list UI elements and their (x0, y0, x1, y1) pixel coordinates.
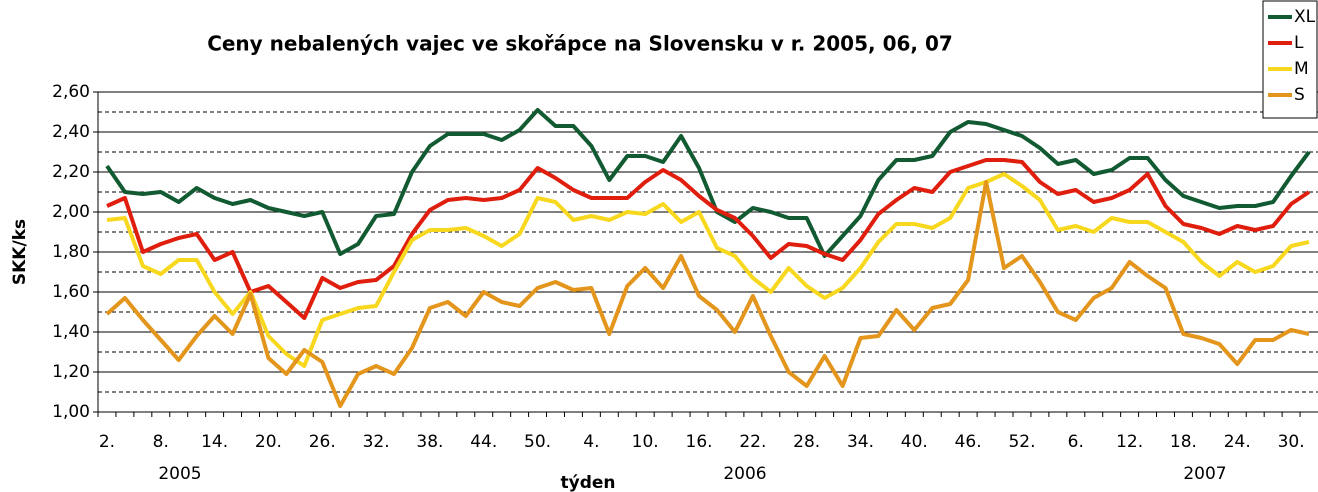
legend-label: XL (1294, 7, 1316, 27)
series-line (106, 172, 1310, 368)
x-tick-label: 28. (793, 432, 820, 452)
x-tick-label: 4. (583, 432, 599, 452)
year-label: 2005 (158, 464, 201, 484)
x-tick-label: 2. (99, 432, 115, 452)
legend-label: S (1294, 85, 1305, 105)
y-tick-label: 1,40 (52, 322, 90, 342)
x-tick-label: 10. (632, 432, 659, 452)
chart-title: Ceny nebalených vajec ve skořápce na Slo… (207, 32, 953, 56)
y-tick-label: 2,40 (52, 122, 90, 142)
x-tick-label: 12. (1116, 432, 1143, 452)
legend-label: M (1294, 59, 1309, 79)
y-tick-label: 1,20 (52, 362, 90, 382)
y-tick-label: 1,60 (52, 282, 90, 302)
y-tick-label: 1,00 (52, 402, 90, 422)
x-tick-label: 44. (470, 432, 497, 452)
x-tick-label: 30. (1278, 432, 1305, 452)
year-label: 2007 (1183, 464, 1226, 484)
x-tick-label: 6. (1068, 432, 1084, 452)
x-tick-label: 32. (363, 432, 390, 452)
y-tick-label: 2,60 (52, 82, 90, 102)
series-line (106, 158, 1311, 320)
x-tick-label: 18. (1170, 432, 1197, 452)
legend-label: L (1294, 33, 1304, 53)
x-tick-label: 16. (686, 432, 713, 452)
y-tick-label: 2,20 (52, 162, 90, 182)
x-tick-label: 20. (255, 432, 282, 452)
x-tick-label: 22. (739, 432, 766, 452)
x-tick-label: 50. (524, 432, 551, 452)
legend-box (1262, 0, 1318, 119)
x-tick-label: 26. (309, 432, 336, 452)
x-axis-label: týden (560, 473, 615, 492)
series-line (105, 180, 1310, 408)
year-label: 2006 (723, 464, 766, 484)
x-tick-label: 8. (153, 432, 169, 452)
x-tick-label: 34. (847, 432, 874, 452)
series-line (105, 108, 1311, 258)
y-tick-label: 2,00 (52, 202, 90, 222)
legend: XL LMS (1262, 0, 1318, 119)
x-tick-label: 24. (1224, 432, 1251, 452)
x-tick-label: 40. (901, 432, 928, 452)
x-tick-label: 14. (201, 432, 228, 452)
y-tick-label: 1,80 (52, 242, 90, 262)
x-tick-label: 46. (955, 432, 982, 452)
x-tick-label: 52. (1008, 432, 1035, 452)
x-tick-label: 38. (416, 432, 443, 452)
y-axis-label: SKK/ks (10, 219, 30, 285)
x-axis-line (98, 412, 1318, 413)
